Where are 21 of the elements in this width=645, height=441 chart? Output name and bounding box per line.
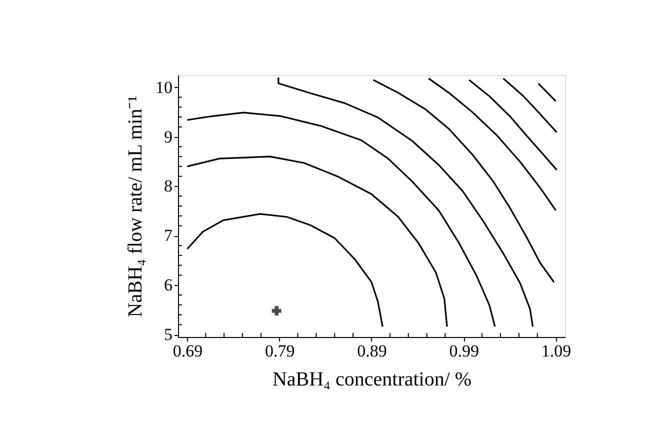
y-tick-label: 7: [164, 226, 173, 246]
x-tick-label: 0.79: [264, 342, 295, 360]
line-series: [186, 112, 496, 328]
x-tick-label: 0.69: [172, 342, 203, 360]
y-axis-title: NaBH₄ flow rate/ mL min⁻¹: [124, 96, 146, 318]
line-series: [186, 213, 384, 328]
x-axis-title: NaBH₄ concentration/ %: [272, 368, 472, 390]
y-tick-label: 5: [164, 325, 172, 344]
line-series: [186, 156, 448, 328]
y-tick-label: 8: [164, 176, 172, 196]
x-tick-label: 1.09: [541, 342, 572, 360]
x-tick-label: 0.99: [449, 342, 480, 360]
y-tick-label: 9: [164, 127, 172, 146]
line-series: [502, 78, 558, 134]
line-series: [372, 79, 555, 283]
y-tick-label: 10: [156, 78, 172, 97]
y-tick-label: 6: [164, 276, 172, 295]
line-series: [428, 78, 557, 212]
line-series: [278, 76, 534, 328]
x-tick-label: 0.89: [357, 342, 387, 360]
line-series: [468, 79, 558, 171]
